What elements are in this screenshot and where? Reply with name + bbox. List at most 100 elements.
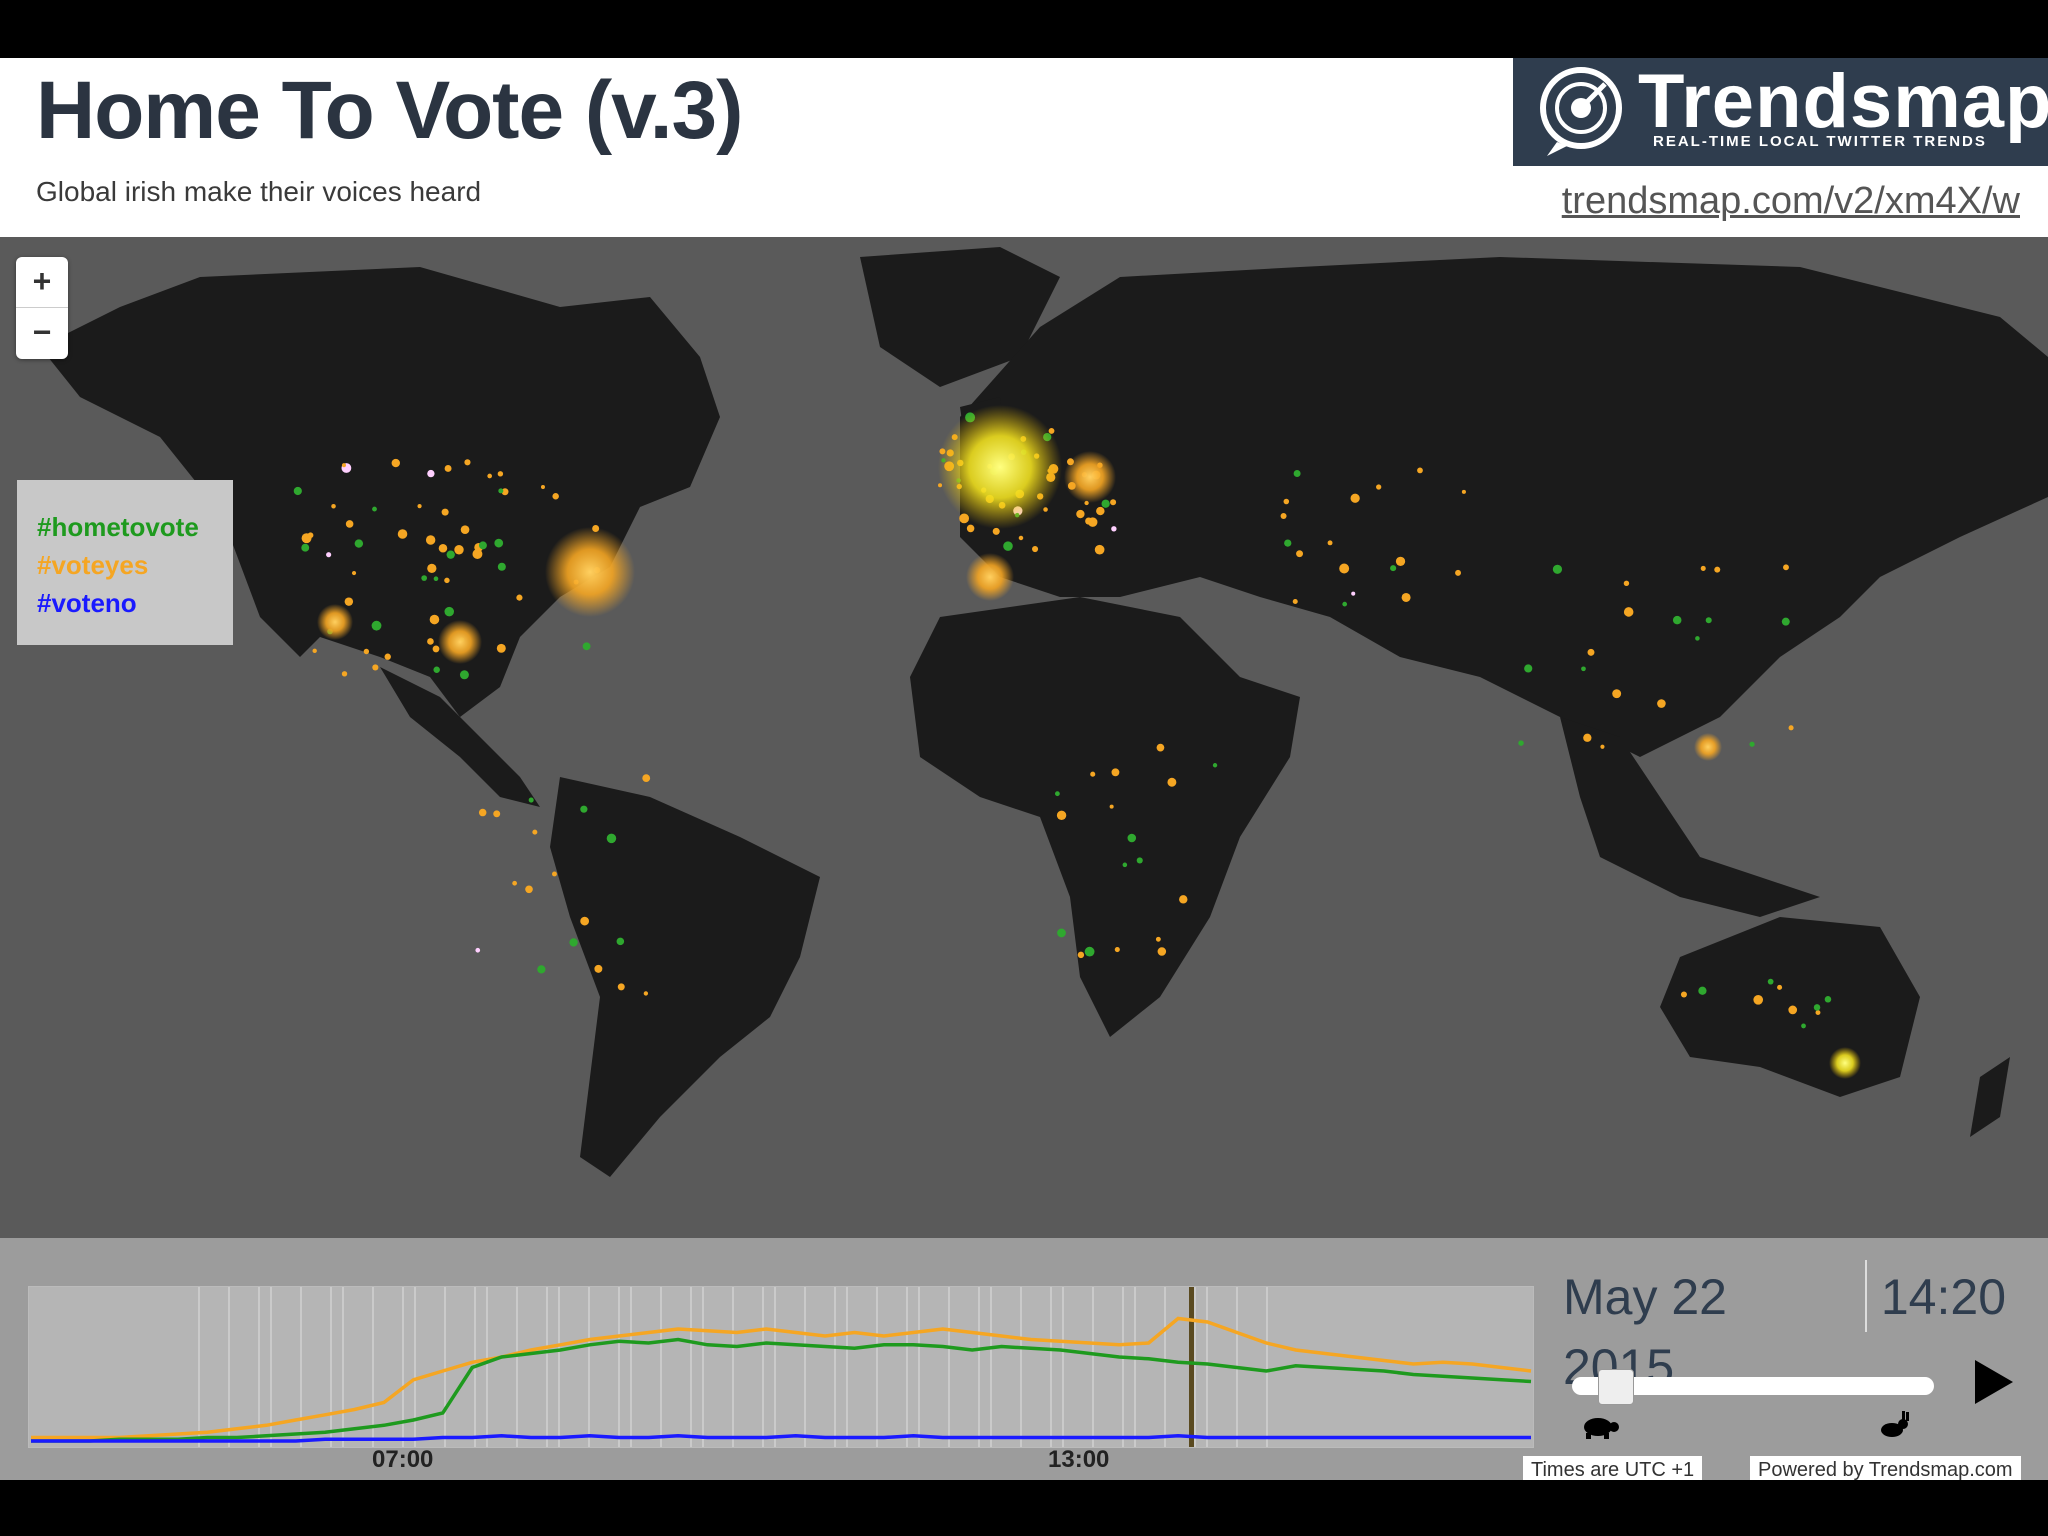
tweet-dot [1552, 564, 1563, 574]
tweet-dot [606, 833, 617, 844]
tweet-dot [1417, 467, 1423, 474]
tweet-dot [1815, 1010, 1821, 1016]
tweet-dot [1824, 996, 1832, 1003]
tweet-dot [1056, 810, 1067, 821]
tweet-dot [1084, 946, 1095, 957]
zoom-in-button[interactable]: + [16, 257, 68, 308]
tweet-dot [498, 488, 504, 494]
tweet-dot [1390, 565, 1397, 572]
tweet-dot [1600, 744, 1605, 749]
tweet-dot [582, 642, 591, 651]
tweet-dot [642, 774, 651, 783]
tweet-dot [363, 648, 370, 655]
tweet-dot [341, 671, 348, 677]
tweet-dot [391, 458, 401, 468]
tweet-dot [1524, 664, 1533, 673]
zoom-control: + − [16, 257, 68, 359]
tweet-dot [516, 594, 523, 601]
tweet-dot [643, 991, 649, 996]
tweet-dot [569, 938, 578, 947]
southeast-asia-landmass [1560, 717, 1820, 917]
philippines-hotspot [1694, 733, 1722, 761]
bottom-black-bar [0, 1480, 2048, 1536]
tweet-dot [464, 459, 471, 466]
legend-item-hometovote[interactable]: #hometovote [37, 512, 199, 542]
central-america-landmass [380, 667, 540, 807]
tweet-dot [472, 549, 483, 560]
tweet-dot [372, 506, 377, 512]
page-header: Home To Vote (v.3) Global irish make the… [0, 58, 2048, 237]
current-time: 14:20 [1880, 1269, 2006, 1325]
tweet-dot [1156, 743, 1165, 752]
tweet-dot [1395, 556, 1406, 566]
tweet-dot [301, 543, 310, 552]
timeline-graph[interactable] [28, 1286, 1534, 1448]
zoom-out-button[interactable]: − [32, 314, 52, 350]
tweet-dot [1455, 569, 1461, 576]
tweet-dot [487, 473, 493, 479]
tweet-dot [1783, 564, 1789, 571]
tweet-dot [992, 527, 1000, 535]
powered-by[interactable]: Powered by Trendsmap.com [1750, 1456, 2021, 1480]
world-map[interactable]: + − #hometovote #voteyes #voteno [0, 237, 2048, 1238]
tweet-dot [1101, 499, 1110, 508]
tweet-dot [1031, 545, 1039, 553]
tweet-dot [1127, 833, 1137, 843]
tick-label-1300: 13:00 [1048, 1446, 1110, 1473]
tweet-dot [1167, 777, 1177, 787]
australia-hotspot [1829, 1047, 1861, 1079]
trendsmap-logo[interactable]: Trendsmap REAL-TIME LOCAL TWITTER TRENDS [1513, 58, 2048, 166]
tweet-dot [475, 947, 481, 953]
share-link[interactable]: trendsmap.com/v2/xm4X/w [1561, 180, 2020, 222]
world-map-canvas[interactable] [0, 237, 2048, 1238]
timezone-note: Times are UTC +1 [1523, 1456, 1703, 1480]
tweet-dot [312, 648, 317, 654]
trendsmap-logo-icon [1540, 67, 1622, 156]
tweet-dot [1657, 699, 1666, 708]
tweet-dot [444, 577, 450, 584]
us-west-hotspot [317, 604, 353, 640]
tweet-dot [540, 485, 545, 490]
tweet-dot [1672, 615, 1682, 625]
north-america-landmass [40, 267, 720, 717]
tweet-dot [1122, 862, 1128, 868]
tweet-dot [331, 503, 336, 509]
tweet-dot [1781, 617, 1790, 626]
tweet-dot [1111, 526, 1117, 532]
legend: #hometovote #voteyes #voteno [17, 480, 233, 645]
tweet-dot [496, 643, 506, 653]
speed-slider-thumb[interactable] [1598, 1369, 1634, 1405]
tweet-dot [1767, 978, 1774, 985]
tweet-dot [441, 508, 449, 516]
current-date: May 22 [1563, 1269, 1727, 1325]
timeline-chart[interactable] [29, 1287, 1533, 1447]
tweet-dot [1179, 895, 1188, 904]
tweet-dot [1583, 733, 1592, 742]
tweet-dot [580, 805, 588, 813]
tweet-dot [372, 664, 379, 671]
tweet-dot [1155, 936, 1161, 942]
series-line-hometovote [31, 1337, 1532, 1443]
tweet-dot [1096, 506, 1105, 516]
tweet-dot [552, 871, 557, 877]
tweet-dot [1284, 539, 1292, 547]
legend-item-voteyes[interactable]: #voteyes [37, 550, 149, 580]
tweet-dot [1054, 791, 1060, 797]
legend-item-voteno[interactable]: #voteno [37, 588, 137, 618]
play-button[interactable] [1975, 1360, 2013, 1404]
tweet-dot [427, 638, 434, 645]
tweet-dot [1788, 1005, 1798, 1015]
tweet-dot [433, 576, 439, 582]
tweet-dot [1292, 598, 1298, 605]
tweet-dot [617, 983, 625, 991]
tweet-dot [354, 539, 364, 548]
timeline-panel: 07:00 13:00 May 22 2015 14:20 Times are … [0, 1238, 2048, 1480]
time-divider [1865, 1260, 1867, 1332]
tweet-dot [1342, 601, 1348, 607]
tweet-dot [1705, 617, 1712, 624]
tweet-dot [537, 965, 546, 974]
tweet-dot [478, 808, 487, 817]
speed-slider[interactable] [1572, 1377, 1934, 1395]
south-america-landmass [550, 777, 820, 1177]
logo-tagline: REAL-TIME LOCAL TWITTER TRENDS [1653, 133, 1987, 150]
